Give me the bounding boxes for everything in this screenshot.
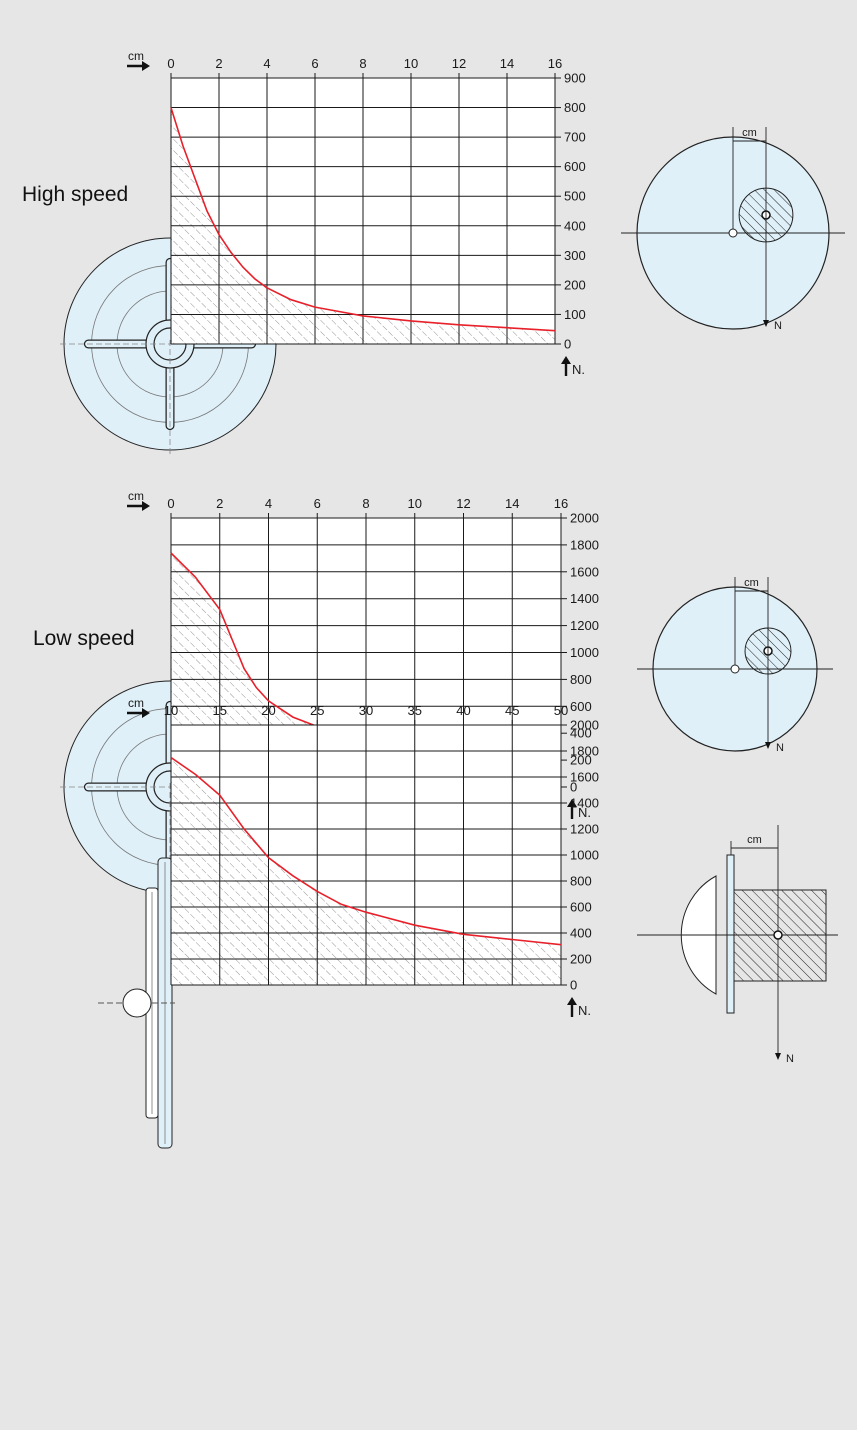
y-tick-label: 200	[564, 277, 586, 292]
data-curve	[170, 107, 556, 332]
chart-title: Low speed	[33, 627, 135, 650]
y-tick-label: 700	[564, 130, 586, 145]
force-arrowhead	[763, 320, 769, 327]
y-tick-label: 600	[564, 159, 586, 174]
x-tick-label: 30	[359, 703, 373, 718]
x-unit-label: cm	[128, 49, 144, 63]
x-tick-label: 20	[261, 703, 275, 718]
x-tick-label: 45	[505, 703, 519, 718]
x-unit-arrowhead	[142, 708, 150, 718]
y-tick-label: 0	[570, 978, 577, 993]
x-unit-arrowhead	[142, 61, 150, 71]
x-tick-label: 12	[456, 496, 470, 511]
y-tick-label: 100	[564, 307, 586, 322]
x-tick-label: 35	[408, 703, 422, 718]
x-tick-label: 10	[404, 56, 418, 71]
y-tick-label: 0	[570, 780, 577, 795]
force-label: N	[776, 742, 784, 754]
y-tick-label: 400	[570, 926, 592, 941]
x-tick-label: 40	[456, 703, 470, 718]
force-arrowhead	[775, 1053, 781, 1060]
x-tick-label: 15	[213, 703, 227, 718]
y-unit-label: N.	[572, 362, 585, 377]
chart-title: High speed	[22, 183, 128, 206]
y-unit-arrowhead	[561, 356, 571, 364]
offset-label: cm	[742, 127, 757, 139]
x-tick-label: 0	[167, 496, 174, 511]
x-tick-label: 16	[554, 496, 568, 511]
y-unit-label: N.	[578, 805, 591, 820]
x-tick-label: 25	[310, 703, 324, 718]
y-tick-label: 2000	[570, 718, 599, 733]
y-tick-label: 1000	[570, 848, 599, 863]
data-curve	[170, 756, 562, 946]
y-tick-label: 800	[570, 874, 592, 889]
y-tick-label: 900	[564, 71, 586, 86]
y-unit-arrowhead	[567, 997, 577, 1005]
center-point	[730, 664, 740, 674]
y-tick-label: 300	[564, 248, 586, 263]
x-tick-label: 14	[500, 56, 514, 71]
x-unit-label: cm	[128, 696, 144, 710]
x-tick-label: 8	[359, 56, 366, 71]
y-tick-label: 200	[570, 952, 592, 967]
y-tick-label: 800	[564, 100, 586, 115]
y-tick-label: 1200	[570, 618, 599, 633]
y-tick-label: 0	[564, 337, 571, 352]
force-label: N	[774, 320, 782, 332]
y-tick-label: 1400	[570, 796, 599, 811]
x-tick-label: 0	[167, 56, 174, 71]
y-tick-label: 1800	[570, 537, 599, 552]
force-arrowhead	[765, 742, 771, 749]
y-tick-label: 1400	[570, 591, 599, 606]
x-tick-label: 2	[216, 496, 223, 511]
x-tick-label: 10	[164, 703, 178, 718]
y-tick-label: 400	[564, 218, 586, 233]
plate-side	[726, 854, 735, 1014]
x-tick-label: 16	[548, 56, 562, 71]
offset-label: cm	[747, 834, 762, 846]
x-tick-label: 6	[314, 496, 321, 511]
x-tick-label: 12	[452, 56, 466, 71]
y-tick-label: 1600	[570, 564, 599, 579]
x-tick-label: 10	[408, 496, 422, 511]
x-tick-label: 6	[311, 56, 318, 71]
y-tick-label: 1800	[570, 744, 599, 759]
y-tick-label: 800	[570, 672, 592, 687]
x-tick-label: 4	[265, 496, 272, 511]
y-tick-label: 600	[570, 699, 592, 714]
y-tick-label: 1600	[570, 770, 599, 785]
load-point	[773, 930, 783, 940]
x-tick-label: 8	[362, 496, 369, 511]
y-unit-label: N.	[578, 1003, 591, 1018]
y-unit-arrowhead	[567, 799, 577, 807]
offset-label: cm	[744, 577, 759, 589]
force-label: N	[786, 1053, 794, 1065]
y-tick-label: 2000	[570, 511, 599, 526]
y-tick-label: 200	[570, 753, 592, 768]
y-tick-label: 1200	[570, 822, 599, 837]
y-tick-label: 500	[564, 189, 586, 204]
y-tick-label: 400	[570, 726, 592, 741]
wheel-hub	[122, 988, 152, 1018]
x-tick-label: 50	[554, 703, 568, 718]
x-unit-label: cm	[128, 489, 144, 503]
x-tick-label: 14	[505, 496, 519, 511]
center-point	[728, 228, 738, 238]
y-tick-label: 1000	[570, 645, 599, 660]
y-tick-label: 600	[570, 900, 592, 915]
hatched-area	[171, 107, 555, 344]
x-tick-label: 2	[215, 56, 222, 71]
x-unit-arrowhead	[142, 501, 150, 511]
chart-1: 900 800 700 600 500 400 300 200 100 0 0 2 4 6 8 10 12 14 1…	[22, 49, 845, 454]
x-tick-label: 4	[263, 56, 270, 71]
